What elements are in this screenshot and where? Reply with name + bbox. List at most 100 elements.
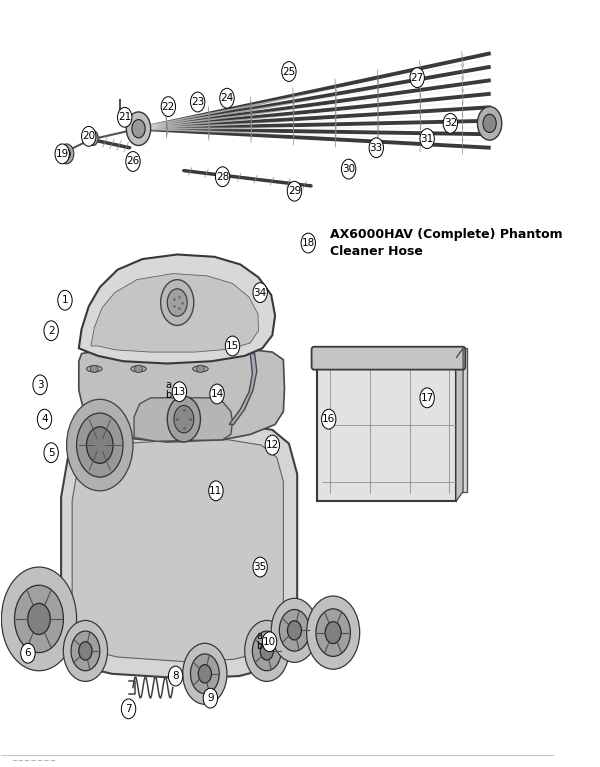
Circle shape [420, 129, 434, 149]
Text: 35: 35 [254, 562, 267, 572]
Circle shape [121, 699, 136, 719]
Circle shape [33, 375, 47, 395]
Text: 30: 30 [342, 164, 355, 174]
Circle shape [215, 166, 230, 186]
Circle shape [55, 144, 70, 164]
Circle shape [44, 443, 58, 463]
Text: 13: 13 [173, 387, 186, 397]
Circle shape [210, 384, 224, 404]
Circle shape [21, 644, 35, 663]
Text: 7: 7 [125, 704, 132, 714]
FancyBboxPatch shape [323, 348, 467, 492]
Circle shape [59, 144, 74, 164]
Circle shape [420, 388, 434, 408]
Circle shape [58, 291, 72, 310]
Text: 14: 14 [211, 389, 224, 399]
Circle shape [1, 567, 77, 670]
Circle shape [253, 631, 281, 670]
Circle shape [209, 481, 223, 501]
Circle shape [183, 644, 227, 704]
Polygon shape [79, 255, 275, 364]
Text: 2: 2 [48, 326, 55, 336]
Circle shape [167, 289, 187, 316]
Text: 9: 9 [207, 693, 214, 703]
Circle shape [79, 642, 92, 660]
Circle shape [169, 667, 183, 686]
Circle shape [174, 406, 194, 433]
Circle shape [198, 665, 211, 683]
Circle shape [287, 181, 302, 201]
Circle shape [126, 152, 140, 171]
Circle shape [271, 598, 317, 663]
Circle shape [483, 114, 496, 133]
Polygon shape [134, 398, 233, 441]
Text: 21: 21 [118, 112, 131, 122]
Ellipse shape [86, 366, 102, 372]
Text: 31: 31 [421, 133, 434, 143]
Circle shape [37, 410, 52, 429]
Circle shape [28, 604, 50, 634]
Circle shape [307, 596, 359, 670]
Ellipse shape [193, 366, 208, 372]
Text: 28: 28 [216, 172, 229, 182]
Circle shape [280, 610, 310, 651]
Text: 24: 24 [220, 94, 233, 104]
Ellipse shape [134, 365, 142, 373]
Circle shape [287, 621, 301, 640]
Circle shape [226, 336, 239, 356]
Text: b: b [256, 640, 262, 650]
Circle shape [282, 61, 296, 81]
Text: 10: 10 [263, 637, 276, 647]
Text: 16: 16 [322, 414, 335, 424]
Circle shape [64, 621, 107, 681]
Circle shape [253, 557, 268, 577]
Text: 12: 12 [266, 440, 279, 450]
Text: 20: 20 [82, 131, 95, 141]
Text: 33: 33 [370, 143, 383, 153]
Text: 5: 5 [48, 448, 55, 458]
Text: 18: 18 [302, 238, 315, 248]
Circle shape [316, 609, 350, 657]
Text: 3: 3 [37, 380, 43, 390]
Ellipse shape [197, 365, 205, 373]
Circle shape [132, 120, 145, 138]
Polygon shape [79, 348, 284, 442]
Text: 23: 23 [191, 97, 205, 107]
Text: 26: 26 [127, 156, 140, 166]
Circle shape [443, 114, 458, 133]
Circle shape [44, 321, 58, 341]
Polygon shape [72, 439, 283, 662]
Circle shape [167, 397, 200, 442]
Circle shape [203, 688, 218, 708]
Circle shape [265, 435, 280, 455]
Circle shape [478, 107, 502, 140]
Circle shape [301, 233, 316, 253]
Text: 15: 15 [226, 341, 239, 351]
Polygon shape [91, 274, 259, 352]
FancyBboxPatch shape [317, 357, 457, 501]
Text: 17: 17 [421, 393, 434, 403]
Circle shape [161, 280, 194, 325]
Text: 6: 6 [25, 648, 31, 658]
Circle shape [87, 130, 98, 146]
Circle shape [325, 621, 341, 644]
Circle shape [190, 654, 219, 693]
Circle shape [67, 400, 133, 491]
Circle shape [71, 631, 100, 670]
Circle shape [262, 632, 277, 652]
Text: 1: 1 [62, 295, 68, 305]
Text: ─ ─ ─ ─ ─ ─ ─: ─ ─ ─ ─ ─ ─ ─ [13, 759, 56, 765]
Circle shape [322, 410, 336, 429]
Text: 22: 22 [162, 101, 175, 111]
Text: 27: 27 [410, 73, 424, 83]
Circle shape [118, 107, 132, 127]
Circle shape [172, 382, 187, 402]
Circle shape [161, 97, 176, 117]
Text: 11: 11 [209, 486, 223, 495]
Circle shape [245, 621, 289, 681]
Text: 4: 4 [41, 414, 48, 424]
Circle shape [86, 426, 113, 463]
Polygon shape [457, 348, 463, 501]
FancyBboxPatch shape [311, 347, 465, 370]
Text: b: b [165, 390, 172, 400]
